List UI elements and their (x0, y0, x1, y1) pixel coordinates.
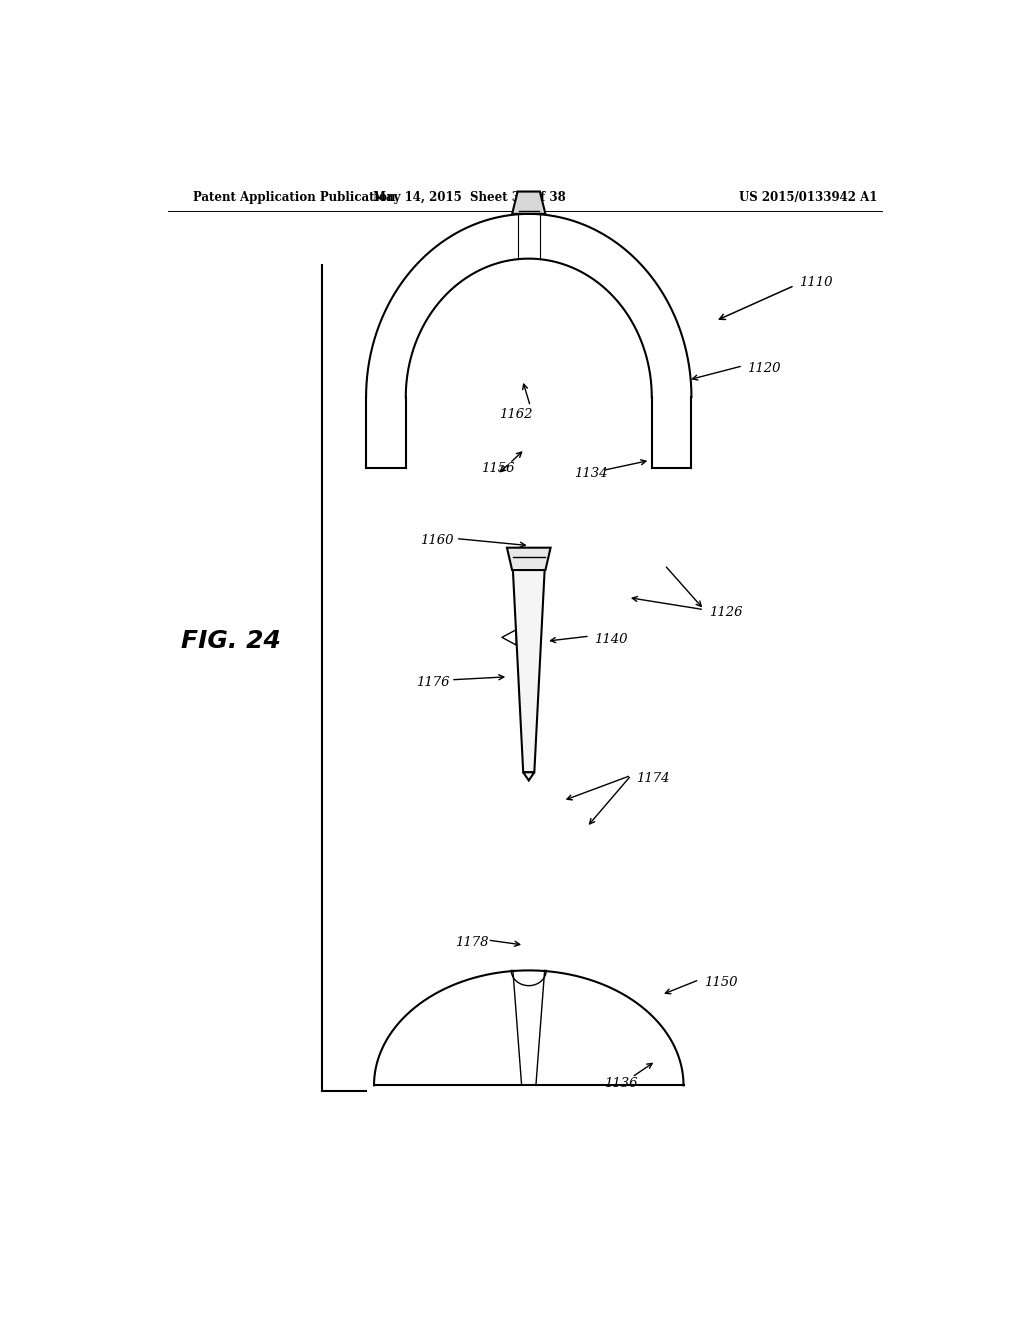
Text: 1150: 1150 (705, 977, 737, 989)
Text: US 2015/0133942 A1: US 2015/0133942 A1 (739, 190, 878, 203)
Text: 1160: 1160 (420, 535, 454, 546)
Text: 1136: 1136 (604, 1077, 638, 1090)
Text: 1176: 1176 (416, 676, 450, 689)
Polygon shape (523, 772, 535, 780)
Text: 1162: 1162 (499, 408, 532, 421)
Text: May 14, 2015  Sheet 34 of 38: May 14, 2015 Sheet 34 of 38 (373, 190, 565, 203)
Text: 1126: 1126 (709, 606, 742, 619)
Text: 1134: 1134 (574, 467, 607, 480)
Text: Patent Application Publication: Patent Application Publication (194, 190, 395, 203)
Polygon shape (507, 548, 551, 570)
Text: 1174: 1174 (636, 772, 670, 785)
Text: 1110: 1110 (799, 276, 833, 289)
Text: 1156: 1156 (481, 462, 515, 475)
Polygon shape (512, 191, 546, 214)
Text: 1178: 1178 (455, 936, 488, 949)
Text: FIG. 24: FIG. 24 (181, 630, 282, 653)
Polygon shape (513, 570, 545, 772)
Text: 1140: 1140 (594, 632, 628, 645)
Text: 1120: 1120 (748, 362, 780, 375)
